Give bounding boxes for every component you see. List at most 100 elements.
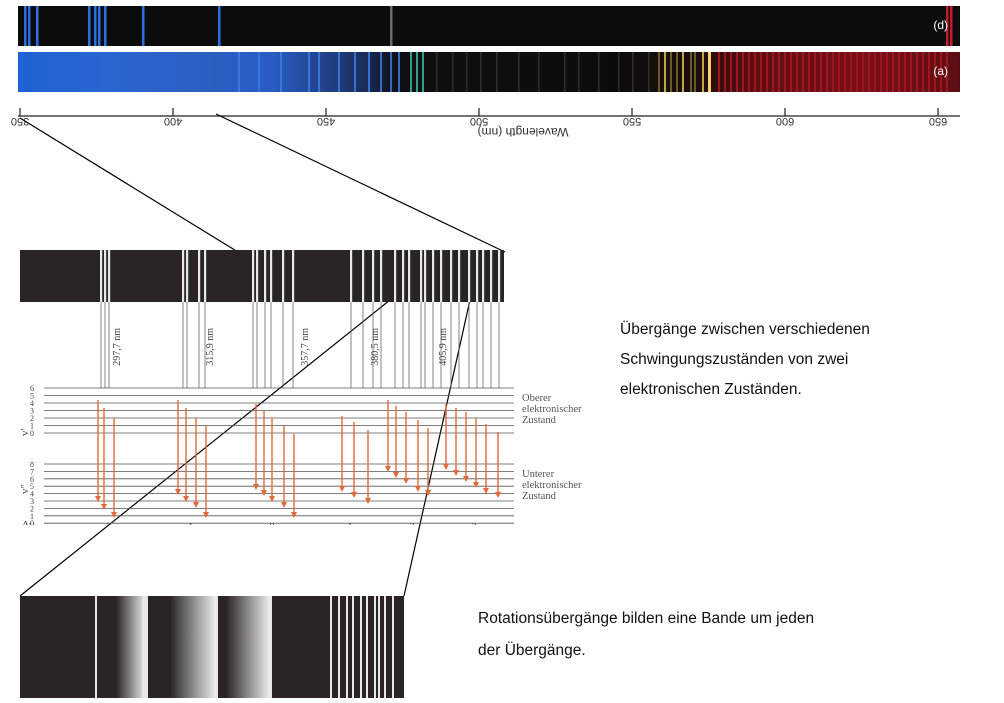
spectrum-a-red-line — [892, 52, 894, 92]
rotational-line — [378, 596, 380, 698]
spectrum-a-faint-line — [466, 52, 468, 92]
spectrum-a-red-line — [784, 52, 786, 92]
band-line — [408, 250, 411, 302]
delta-v-symbol: Δv — [22, 519, 35, 525]
transition-arrowhead — [365, 498, 371, 504]
vibrational-annotation-line-1: Übergänge zwischen verschiedenen — [620, 321, 870, 338]
spectrum-a-faint-line — [452, 52, 454, 92]
spectrum-a-red-line — [910, 52, 912, 92]
spectrum-a-faint-line — [632, 52, 634, 92]
band-line — [282, 250, 285, 302]
transition-arrowhead — [453, 470, 459, 476]
spectrum-a-yellow-line — [664, 52, 666, 92]
wavelength-label: 357,7 nm — [300, 328, 311, 366]
axis-tick-label: 600 — [776, 115, 794, 127]
spectrum-d-line — [142, 6, 145, 46]
spectrum-a-faint-line — [598, 52, 600, 92]
spectrum-a-blue-line — [398, 52, 400, 92]
transition-arrowhead — [101, 504, 107, 510]
band-line — [292, 250, 295, 302]
spectrum-a-red-line — [814, 52, 816, 92]
delta-v-value: 2 — [410, 522, 415, 525]
upper-state-label-1: Oberer — [522, 393, 552, 404]
spectrum-a-red-line — [772, 52, 774, 92]
spectrum-a-blue-line — [318, 52, 320, 92]
spectrum-a-red-line — [922, 52, 924, 92]
spectrum-a-red-line — [832, 52, 834, 92]
spectrum-a-red-line — [718, 52, 720, 92]
rotational-annotation: Rotationsübergänge bilden eine Bande um … — [478, 603, 814, 667]
spectrum-a-red-line — [826, 52, 828, 92]
rotational-band — [226, 596, 270, 698]
zoom-line-lower-left — [19, 299, 391, 597]
transition-arrowhead — [261, 490, 267, 496]
band-line — [458, 250, 461, 302]
lower-level-number: 6 — [30, 475, 34, 484]
spectrum-a-green-line — [410, 52, 412, 92]
rotational-annotation-line-1: Rotationsübergänge bilden eine Bande um … — [478, 610, 815, 627]
band-line — [420, 250, 423, 302]
spectrum-drop-lines — [100, 302, 500, 388]
rotational-line — [270, 596, 272, 698]
band-line — [476, 250, 479, 302]
band-line — [362, 250, 365, 302]
vibrational-annotation: Übergänge zwischen verschiedenen Schwing… — [620, 315, 870, 405]
rotational-line — [142, 596, 144, 698]
delta-v-value: −1 — [183, 522, 194, 525]
axis-title: Wavelength (nm) — [478, 125, 569, 139]
upper-level-symbol: v′ — [20, 428, 31, 436]
vibrational-annotation-line-3: elektronischen Zuständen. — [620, 381, 802, 398]
axis-tick-label: 650 — [929, 115, 947, 127]
spectrum-a-faint-line — [496, 52, 498, 92]
spectrum-a-faint-line — [480, 52, 482, 92]
transition-arrowhead — [193, 502, 199, 508]
spectrum-a-red-line — [844, 52, 846, 92]
spectrum-a-blue-line — [368, 52, 370, 92]
lower-state-label-1: Unterer — [522, 469, 555, 480]
band-line — [256, 250, 259, 302]
transition-arrows — [95, 400, 501, 518]
spectrum-a-yellow-line — [682, 52, 684, 92]
band-line — [270, 250, 273, 302]
wavelength-label: 380,5 nm — [370, 328, 381, 366]
spectrum-a-red-line — [856, 52, 858, 92]
spectrum-a-faint-line — [436, 52, 438, 92]
rotational-band — [170, 596, 216, 698]
spectrum-d-label: (d) — [933, 18, 948, 32]
lower-level-symbol: v″ — [20, 484, 31, 494]
spectrum-strip-d: (d) — [18, 6, 960, 46]
rotational-line — [392, 596, 394, 698]
band-line — [264, 250, 267, 302]
transition-arrowhead — [291, 512, 297, 518]
band-line — [380, 250, 383, 302]
upper-level-number: 5 — [30, 392, 34, 401]
wavelength-label: 405,9 nm — [438, 328, 449, 366]
spectrum-a-red-line — [916, 52, 918, 92]
band-line — [108, 250, 111, 302]
spectrum-d-line — [24, 6, 27, 46]
axis-tick-label: 550 — [623, 115, 641, 127]
transition-arrowhead — [339, 486, 345, 492]
wavelength-axis: 350 400 450 500 550 600 650 Wavelength (nm) — [11, 108, 960, 139]
rotational-line — [95, 596, 97, 698]
rotational-annotation-line-2: der Übergänge. — [478, 642, 586, 659]
spectrum-a-red-line — [868, 52, 870, 92]
spectrum-a-faint-line — [518, 52, 520, 92]
axis-tick-label: 400 — [164, 115, 182, 127]
spectrum-a-faint-line — [618, 52, 620, 92]
transition-arrowhead — [281, 502, 287, 508]
band-line — [440, 250, 443, 302]
delta-v-value: 0 — [270, 522, 275, 525]
upper-state-label-3: Zustand — [522, 415, 557, 426]
spectrum-a-yellow-line — [694, 52, 696, 92]
spectrum-a-blue-line — [308, 52, 310, 92]
upper-level-number: 4 — [30, 399, 34, 408]
band-line — [468, 250, 471, 302]
wavelength-label: 297,7 nm — [112, 328, 123, 366]
rotational-line — [352, 596, 354, 698]
spectrum-d-lines — [24, 6, 953, 46]
upper-level-number: 3 — [30, 407, 34, 416]
band-spectrum-photo — [20, 250, 504, 302]
band-line — [186, 250, 189, 302]
lower-level-number: 1 — [30, 512, 34, 521]
